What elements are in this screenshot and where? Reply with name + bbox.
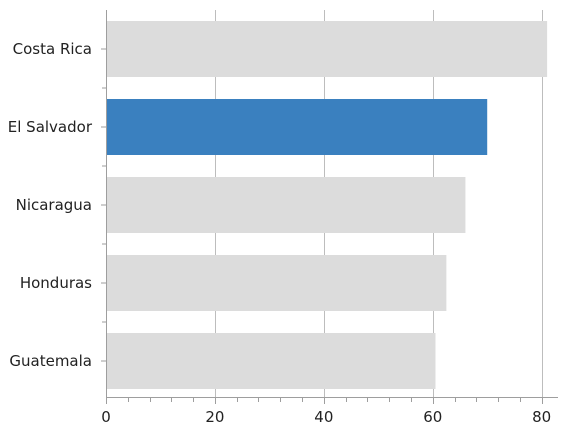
axes bbox=[101, 10, 558, 404]
category-labels: Costa Rica El Salvador Nicaragua Honduras Gu… bbox=[8, 40, 93, 370]
bar-guatemala bbox=[106, 333, 436, 389]
category-label-honduras: Honduras bbox=[20, 274, 92, 292]
bar-el-salvador bbox=[106, 99, 488, 155]
bar-costa-rica bbox=[106, 21, 548, 77]
bar-honduras bbox=[106, 255, 447, 311]
category-label-nicaragua: Nicaragua bbox=[16, 196, 92, 214]
x-tick-label-40: 40 bbox=[314, 408, 333, 426]
bar-nicaragua bbox=[106, 177, 466, 233]
bars bbox=[106, 21, 548, 389]
x-tick-label-20: 20 bbox=[205, 408, 224, 426]
x-tick-label-60: 60 bbox=[423, 408, 442, 426]
x-tick-label-0: 0 bbox=[101, 408, 111, 426]
category-label-el-salvador: El Salvador bbox=[8, 118, 93, 136]
category-label-guatemala: Guatemala bbox=[9, 352, 92, 370]
x-tick-label-80: 80 bbox=[532, 408, 551, 426]
x-tick-labels: 0 20 40 60 80 bbox=[101, 408, 551, 426]
category-label-costa-rica: Costa Rica bbox=[13, 40, 92, 58]
